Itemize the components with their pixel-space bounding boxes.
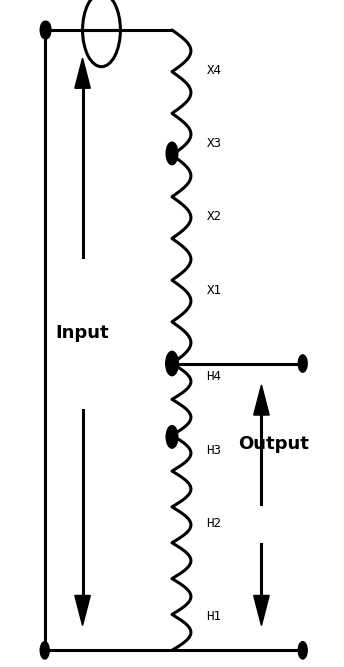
- Text: H1: H1: [206, 610, 222, 624]
- Text: H2: H2: [206, 517, 222, 530]
- Text: X4: X4: [206, 63, 222, 77]
- Circle shape: [298, 355, 307, 372]
- Text: Output: Output: [238, 435, 309, 452]
- FancyArrow shape: [75, 596, 90, 626]
- FancyArrow shape: [254, 385, 269, 415]
- Circle shape: [166, 426, 178, 448]
- Circle shape: [166, 352, 178, 376]
- Text: X1: X1: [206, 283, 222, 297]
- Circle shape: [166, 142, 178, 165]
- Text: X2: X2: [206, 210, 222, 223]
- Circle shape: [40, 642, 49, 659]
- Text: H3: H3: [206, 444, 222, 457]
- Circle shape: [42, 21, 51, 39]
- Circle shape: [298, 642, 307, 659]
- Circle shape: [40, 21, 49, 39]
- FancyArrow shape: [254, 596, 269, 626]
- Text: X3: X3: [206, 137, 222, 150]
- FancyArrow shape: [75, 58, 90, 88]
- Text: H4: H4: [206, 370, 222, 384]
- Text: Input: Input: [56, 325, 109, 342]
